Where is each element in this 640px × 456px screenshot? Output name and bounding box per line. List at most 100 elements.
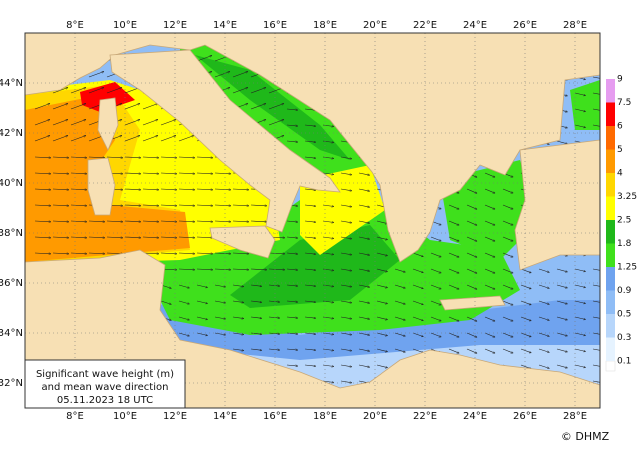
wave-arrow	[106, 237, 123, 238]
colorbar-segment	[606, 79, 615, 103]
wave-arrow	[394, 300, 406, 304]
wave-arrow	[268, 333, 280, 334]
caption-line: 05.11.2023 18 UTC	[57, 395, 153, 406]
wave-arrow	[502, 268, 513, 273]
wave-arrow	[196, 253, 213, 254]
wave-arrow	[214, 173, 231, 174]
wave-arrow	[250, 221, 267, 222]
europe	[25, 33, 600, 263]
wave-arrow	[466, 204, 477, 209]
wave-arrow	[34, 221, 51, 222]
wave-arrow	[394, 332, 406, 336]
wave-arrow	[196, 237, 213, 238]
wave-arrow	[52, 136, 68, 142]
wave-arrow	[484, 204, 495, 209]
wave-arrow	[376, 300, 388, 304]
wave-arrow	[214, 221, 231, 222]
wave-arrow	[178, 136, 194, 142]
wave-arrow	[250, 104, 266, 110]
wave-arrow	[412, 300, 423, 305]
wave-arrow	[286, 317, 298, 318]
lon-label: 8°E	[66, 411, 84, 422]
wave-arrow	[124, 221, 141, 222]
wave-arrow	[52, 237, 69, 238]
colorbar-bottom	[605, 360, 616, 372]
wave-zone	[230, 225, 400, 308]
wave-arrow	[358, 284, 370, 287]
wave-arrow	[502, 236, 513, 241]
map-area	[25, 33, 600, 408]
wave-arrow	[376, 348, 388, 352]
wave-arrow	[574, 364, 586, 368]
wave-arrow	[250, 348, 262, 350]
wave-arrow	[412, 284, 423, 289]
wave-arrow	[232, 269, 249, 270]
wave-arrow	[250, 269, 267, 270]
wave-arrow	[250, 88, 266, 94]
wave-arrow	[574, 92, 586, 96]
wave-arrow	[178, 205, 195, 206]
wave-arrow	[304, 188, 316, 190]
wave-arrow	[376, 252, 388, 256]
wave-arrow	[178, 269, 195, 270]
wave-arrow	[214, 205, 231, 206]
crete	[439, 295, 506, 311]
wave-arrow	[520, 348, 531, 353]
wave-arrow	[304, 300, 316, 302]
wave-arrow	[340, 316, 352, 319]
wave-arrow	[466, 348, 477, 353]
wave-arrow	[88, 72, 104, 78]
wave-arrow	[574, 300, 586, 304]
lat-label: 42°N	[0, 128, 23, 139]
wave-arrow	[178, 253, 195, 254]
wave-arrow	[484, 188, 495, 193]
lon-label: 10°E	[113, 20, 137, 31]
wave-arrow	[178, 300, 190, 304]
lon-label: 8°E	[66, 20, 84, 31]
wave-arrow	[196, 189, 213, 190]
wave-arrow	[592, 316, 600, 319]
wave-arrow	[142, 221, 159, 222]
wave-arrow	[70, 157, 87, 158]
wave-arrow	[232, 253, 249, 254]
wave-arrow	[592, 364, 600, 367]
lon-label: 26°E	[513, 20, 537, 31]
credit: © DHMZ	[561, 430, 610, 443]
wave-arrow	[70, 221, 87, 222]
wave-arrow	[556, 316, 568, 320]
wave-arrow	[178, 237, 195, 238]
lon-label: 26°E	[513, 411, 537, 422]
wave-arrow	[556, 332, 568, 336]
wave-arrow	[160, 136, 176, 142]
wave-arrow	[502, 348, 513, 353]
lat-label: 44°N	[0, 78, 23, 89]
wave-arrow	[502, 204, 513, 209]
wave-arrow	[574, 316, 586, 320]
wave-arrow	[160, 253, 177, 254]
sardinia	[87, 157, 116, 216]
wave-arrow	[394, 316, 406, 320]
wave-arrow	[232, 332, 244, 335]
wave-arrow	[250, 284, 262, 286]
wave-arrow	[574, 268, 586, 272]
wave-arrow	[484, 284, 495, 289]
wave-arrow	[124, 157, 141, 158]
wave-arrow	[412, 332, 423, 337]
wave-arrow	[574, 108, 586, 112]
wave-arrow	[358, 348, 370, 351]
wave-arrow	[592, 380, 600, 383]
wave-arrow	[142, 104, 158, 110]
wave-arrow	[196, 300, 208, 304]
lon-label: 16°E	[263, 20, 287, 31]
wave-arrow	[88, 237, 105, 238]
wave-arrow	[466, 188, 477, 193]
wave-arrow	[124, 189, 141, 190]
wave-arrow	[34, 237, 51, 238]
wave-arrow	[340, 172, 352, 175]
lon-label: 24°E	[463, 411, 487, 422]
wave-arrow	[214, 253, 231, 254]
wave-arrow	[232, 88, 248, 94]
wave-arrow	[286, 125, 298, 126]
wave-arrow	[250, 316, 262, 318]
wave-arrow	[556, 268, 568, 272]
